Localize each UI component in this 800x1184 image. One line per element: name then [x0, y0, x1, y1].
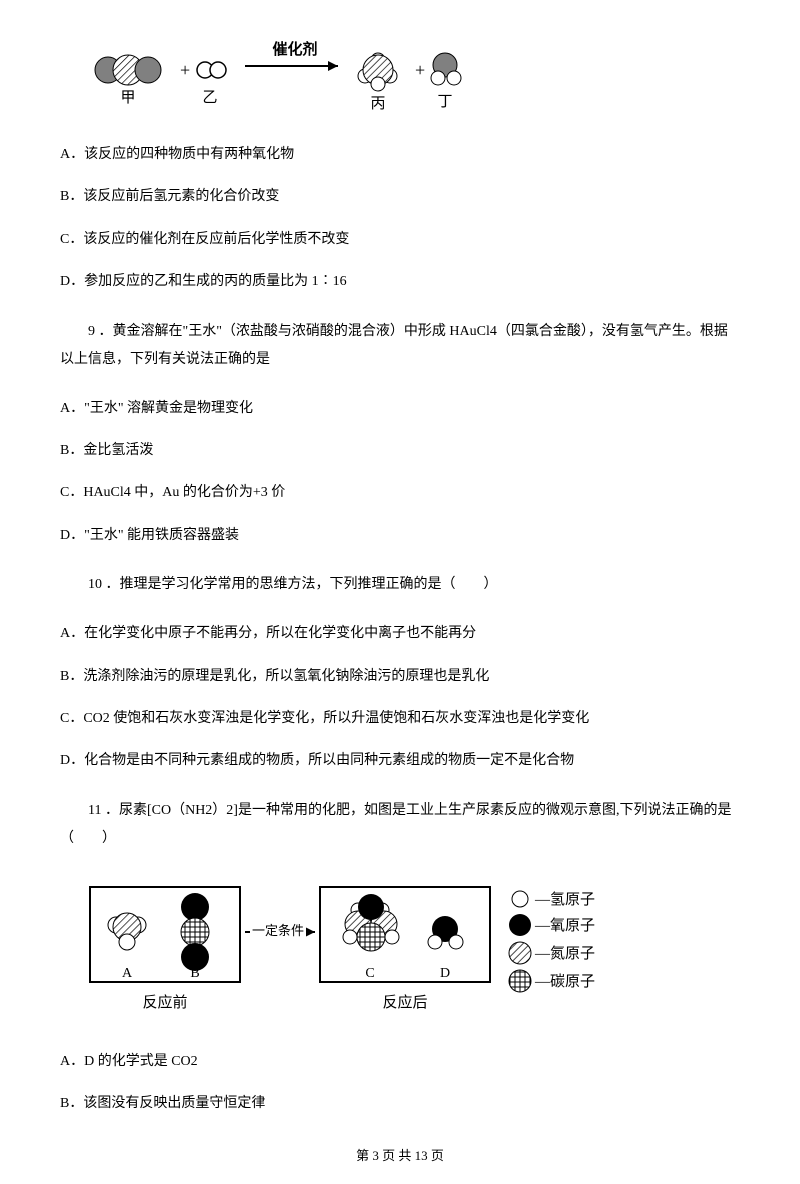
- svg-text:D: D: [440, 966, 450, 981]
- svg-text:—碳原子: —碳原子: [534, 973, 595, 990]
- svg-text:—氮原子: —氮原子: [534, 945, 595, 962]
- q10-opt-a: A．在化学变化中原子不能再分，所以在化学变化中离子也不能再分: [60, 623, 740, 645]
- reaction-diagram-1: 甲 + 乙 催化剂 丙 + 丁: [80, 40, 740, 120]
- q10-opt-d: D．化合物是由不同种元素组成的物质，所以由同种元素组成的物质一定不是化合物: [60, 750, 740, 772]
- q10-opt-b: B．洗涤剂除油污的原理是乳化，所以氢氧化钠除油污的原理也是乳化: [60, 666, 740, 688]
- svg-text:+: +: [180, 60, 190, 80]
- q11-opt-b: B．该图没有反映出质量守恒定律: [60, 1093, 740, 1115]
- svg-text:一定条件: 一定条件: [252, 923, 304, 938]
- reaction-diagram-2: A B 反应前 一定条件 C D 反应后: [80, 877, 740, 1027]
- q9-opt-b: B．金比氢活泼: [60, 440, 740, 462]
- page-footer: 第 3 页 共 13 页: [60, 1145, 740, 1164]
- label-jia: 甲: [120, 90, 135, 106]
- q9-opt-c: C．HAuCl4 中，Au 的化合价为+3 价: [60, 482, 740, 504]
- q10-opt-c: C．CO2 使饱和石灰水变浑浊是化学变化，所以升温使饱和石灰水变浑浊也是化学变化: [60, 708, 740, 730]
- catalyst-label: 催化剂: [272, 40, 317, 58]
- q11-opt-a: A．D 的化学式是 CO2: [60, 1051, 740, 1073]
- svg-text:—氧原子: —氧原子: [534, 917, 595, 934]
- q9-opt-d: D．"王水" 能用铁质容器盛装: [60, 525, 740, 547]
- svg-text:反应后: 反应后: [382, 993, 427, 1011]
- svg-text:C: C: [365, 966, 374, 981]
- q11-stem: 11 ．尿素[CO（NH2）2]是一种常用的化肥，如图是工业上生产尿素反应的微观…: [60, 797, 740, 853]
- q8-opt-b: B．该反应前后氢元素的化合价改变: [60, 186, 740, 208]
- svg-text:+: +: [415, 60, 425, 80]
- svg-text:B: B: [190, 966, 199, 981]
- svg-text:—氢原子: —氢原子: [534, 891, 595, 908]
- label-ding: 丁: [437, 94, 452, 110]
- svg-text:A: A: [122, 966, 133, 981]
- q8-opt-c: C．该反应的催化剂在反应前后化学性质不改变: [60, 229, 740, 251]
- label-bing: 丙: [370, 96, 385, 112]
- svg-text:反应前: 反应前: [142, 993, 187, 1011]
- q9-stem: 9 ．黄金溶解在"王水"（浓盐酸与浓硝酸的混合液）中形成 HAuCl4（四氯合金…: [60, 318, 740, 374]
- q10-stem: 10 ．推理是学习化学常用的思维方法，下列推理正确的是（ ）: [60, 571, 740, 599]
- q8-opt-a: A．该反应的四种物质中有两种氧化物: [60, 144, 740, 166]
- q9-opt-a: A．"王水" 溶解黄金是物理变化: [60, 398, 740, 420]
- label-yi: 乙: [202, 90, 217, 106]
- q8-opt-d: D．参加反应的乙和生成的丙的质量比为 1∶16: [60, 271, 740, 293]
